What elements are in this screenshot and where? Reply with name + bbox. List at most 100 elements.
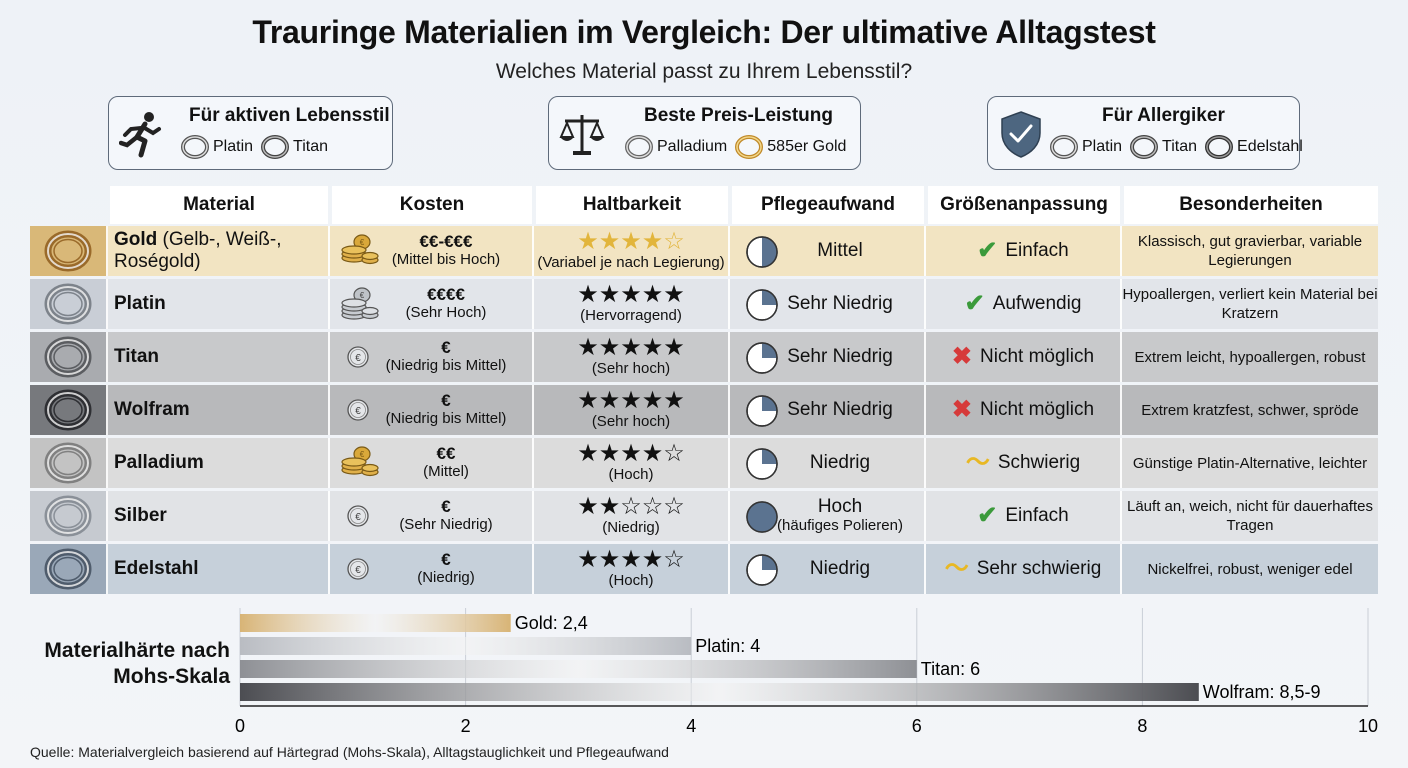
card-ring-label: Palladium (657, 138, 728, 155)
table-row: Titan € € (Niedrig bis Mittel) ★★★★★ (Sehr ho… (30, 332, 1378, 382)
cost-note: (Mittel) (423, 463, 469, 480)
material-cell: Titan (108, 332, 330, 382)
svg-text:€: € (355, 565, 361, 576)
cost-cell: € €€€€ (Sehr Hoch) (330, 279, 534, 329)
card-title: Für Allergiker (1102, 105, 1225, 126)
ring-icon (261, 135, 290, 159)
material-cell: Gold (Gelb-, Weiß-, Roségold) (108, 226, 330, 276)
card-best-value: Beste Preis-Leistung Palladium 585er Gol… (548, 96, 861, 170)
svg-text:€: € (355, 406, 361, 417)
cost-symbol: €€€€ (427, 285, 465, 304)
x-tick-label: 0 (235, 716, 245, 736)
care-level: Hoch (817, 496, 863, 517)
cost-symbol: € (441, 497, 451, 516)
ring-cell (30, 544, 108, 594)
care-level: Niedrig (809, 558, 871, 579)
source-note: Quelle: Materialvergleich basierend auf … (30, 744, 669, 760)
notes-cell: Läuft an, weich, nicht für dauerhaftes T… (1122, 491, 1378, 541)
table-row: Palladium € €€ (Mittel) ★★★★☆ (Hoch) Niedrig 〜 S… (30, 438, 1378, 488)
care-cell: Niedrig (730, 438, 926, 488)
ring-icon (625, 135, 653, 159)
x-tick-label: 4 (686, 716, 696, 736)
ring-cell (30, 332, 108, 382)
cost-symbol: €€ (436, 444, 456, 463)
material-name: Silber (114, 505, 167, 526)
cost-symbol: € (441, 391, 451, 410)
cost-symbol: € (441, 550, 451, 569)
notes-cell: Extrem leicht, hypoallergen, robust (1122, 332, 1378, 382)
durability-cell: ★★★★☆ (Variabel je nach Legierung) (534, 226, 730, 276)
svg-text:€: € (355, 353, 361, 364)
bar-data-label: Platin: 4 (695, 636, 760, 656)
x-tick-label: 2 (461, 716, 471, 736)
ring-icon (1205, 135, 1234, 159)
material-cell: Edelstahl (108, 544, 330, 594)
notes-text: Läuft an, weich, nicht für dauerhaftes T… (1127, 498, 1373, 534)
star-rating: ★★★★☆ (577, 546, 685, 573)
care-level: Niedrig (809, 452, 871, 473)
durability-note: (Niedrig) (602, 519, 660, 536)
durability-note: (Sehr hoch) (591, 413, 671, 430)
care-cell: Sehr Niedrig (730, 385, 926, 435)
ring-icon (44, 548, 92, 590)
clock-icon (746, 289, 778, 321)
hardness-bar-wolfram (240, 683, 1199, 701)
clock-icon (746, 342, 778, 374)
ring-icon (44, 230, 92, 272)
svg-text:€: € (360, 238, 365, 247)
durability-note: (Hervorragend) (580, 307, 682, 324)
material-cell: Platin (108, 279, 330, 329)
star-rating: ★★★★☆ (577, 228, 685, 255)
material-cell: Silber (108, 491, 330, 541)
header-resize: Größenanpassung (928, 186, 1120, 224)
hardness-bar-gold (240, 614, 511, 632)
card-ring-label: Titan (293, 138, 329, 155)
resize-cell: 〜 Schwierig (926, 438, 1122, 488)
durability-cell: ★★★★★ (Sehr hoch) (534, 332, 730, 382)
ring-cell (30, 279, 108, 329)
cost-note: (Sehr Niedrig) (399, 516, 493, 533)
bar-data-label: Gold: 2,4 (515, 613, 588, 633)
durability-cell: ★★★★★ (Sehr hoch) (534, 385, 730, 435)
material-name: Wolfram (114, 399, 190, 420)
card-title: Beste Preis-Leistung (644, 105, 833, 126)
gold-ring-icon (735, 135, 764, 159)
cost-cell: € €€ (Mittel) (330, 438, 534, 488)
durability-cell: ★★★★☆ (Hoch) (534, 438, 730, 488)
table-row: Gold (Gelb-, Weiß-, Roségold) € €€-€€€ (Mit… (30, 226, 1378, 276)
svg-text:€: € (360, 450, 365, 459)
hardness-chart: 0 2 4 6 8 10 Gold: 2,4 Platin: 4 Titan: 6 Wolfram… (235, 608, 1378, 736)
cost-cell: € € (Sehr Niedrig) (330, 491, 534, 541)
durability-note: (Hoch) (608, 572, 654, 589)
runner-icon (119, 112, 161, 158)
resize-mark-icon: ✔ (964, 290, 985, 317)
hardness-bar-platin (240, 637, 692, 655)
material-name: Titan (114, 346, 160, 367)
page-title: Trauringe Materialien im Vergleich: Der … (252, 14, 1156, 50)
material-name: Platin (114, 293, 166, 314)
shield-check-icon (1001, 111, 1041, 158)
notes-text: Extrem kratzfest, schwer, spröde (1141, 401, 1359, 419)
star-rating: ★★★★★ (577, 334, 685, 361)
header-cost: Kosten (332, 186, 532, 224)
care-cell: Sehr Niedrig (730, 332, 926, 382)
material-name: Edelstahl (114, 558, 199, 579)
notes-cell: Klassisch, gut gravierbar, variable Legi… (1122, 226, 1378, 276)
header-durability: Haltbarkeit (536, 186, 728, 224)
material-cell: Palladium (108, 438, 330, 488)
card-title: Für aktiven Lebensstil (189, 105, 390, 126)
material-extra: (Gelb-, Weiß-, Roségold) (114, 229, 282, 272)
cost-cell: € € (Niedrig bis Mittel) (330, 332, 534, 382)
cost-note: (Niedrig) (417, 569, 475, 586)
cost-note: (Niedrig bis Mittel) (385, 410, 507, 427)
resize-text: Aufwendig (992, 293, 1082, 314)
resize-cell: ✔ Einfach (926, 226, 1122, 276)
page-subtitle: Welches Material passt zu Ihrem Lebensst… (495, 60, 913, 83)
care-cell: Mittel (730, 226, 926, 276)
hardness-title: Materialhärte nach Mohs-Skala (44, 639, 230, 688)
resize-cell: ✔ Aufwendig (926, 279, 1122, 329)
header-care: Pflegeaufwand (732, 186, 924, 224)
table-row: Platin € €€€€ (Sehr Hoch) ★★★★★ (Hervorragend… (30, 279, 1378, 329)
resize-mark-icon: ✖ (951, 343, 973, 370)
ring-icon (181, 135, 209, 159)
